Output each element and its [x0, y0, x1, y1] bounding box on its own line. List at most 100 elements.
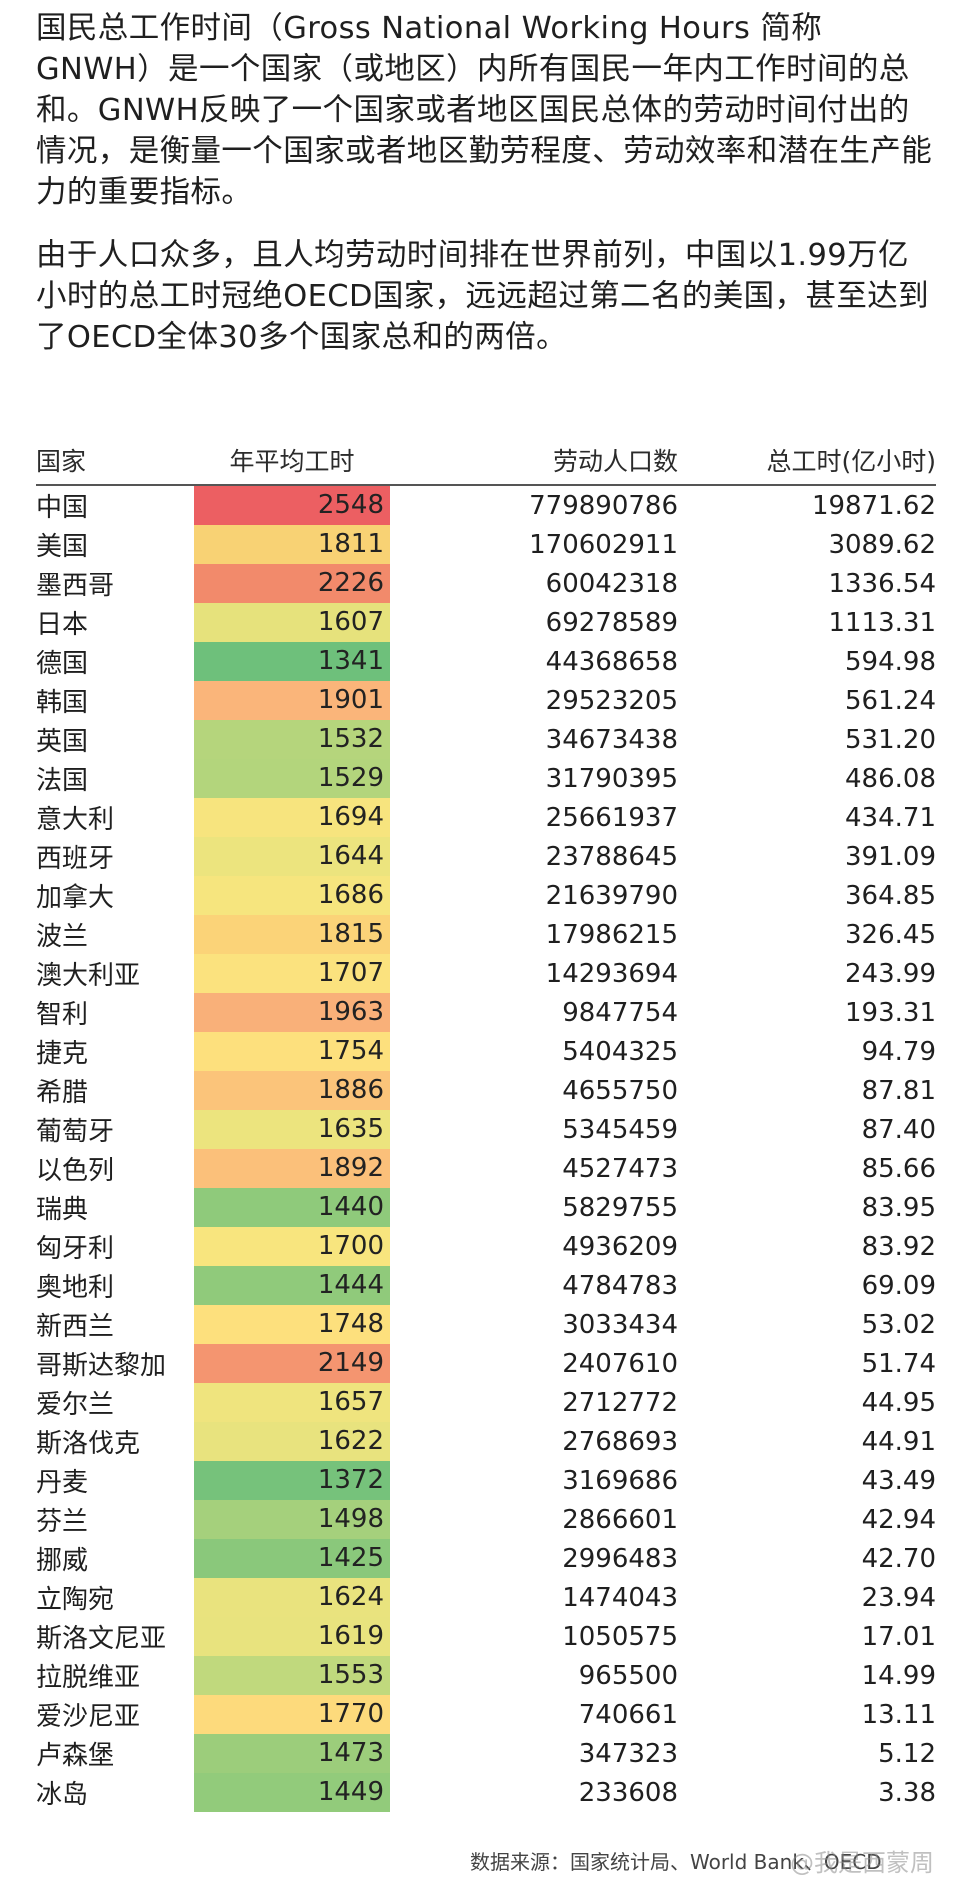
labor-force-cell: 779890786 [529, 490, 678, 521]
total-hours-cell: 23.94 [861, 1582, 936, 1613]
country-cell: 以色列 [36, 1156, 115, 1186]
annual-hours-cell: 1707 [194, 954, 390, 993]
table-row: 立陶宛 1624 1474043 23.94 [36, 1578, 936, 1617]
country-cell: 墨西哥 [36, 571, 115, 601]
total-hours-cell: 44.91 [861, 1426, 936, 1457]
country-cell: 法国 [36, 766, 89, 796]
table-row: 葡萄牙 1635 5345459 87.40 [36, 1110, 936, 1149]
data-source-note: 数据来源：国家统计局、World Bank、OECD [470, 1850, 882, 1874]
watermark: @我是西蒙周 [790, 1849, 934, 1877]
country-cell: 意大利 [36, 805, 115, 835]
total-hours-cell: 42.70 [861, 1543, 936, 1574]
total-hours-cell: 13.11 [861, 1699, 936, 1730]
labor-force-cell: 2712772 [562, 1387, 678, 1418]
country-cell: 斯洛伐克 [36, 1429, 141, 1459]
total-hours-cell: 19871.62 [811, 490, 936, 521]
annual-hours-cell: 1886 [194, 1071, 390, 1110]
annual-hours-cell: 1770 [194, 1695, 390, 1734]
table-row: 芬兰 1498 2866601 42.94 [36, 1500, 936, 1539]
annual-hours-cell: 1440 [194, 1188, 390, 1227]
annual-hours-cell: 1694 [194, 798, 390, 837]
table-row: 斯洛文尼亚 1619 1050575 17.01 [36, 1617, 936, 1656]
total-hours-cell: 364.85 [845, 880, 936, 911]
table-row: 中国 2548 779890786 19871.62 [36, 486, 936, 525]
header-country: 国家 [36, 447, 87, 476]
annual-hours-cell: 1619 [194, 1617, 390, 1656]
total-hours-cell: 53.02 [861, 1309, 936, 1340]
country-cell: 智利 [36, 1000, 89, 1030]
labor-force-cell: 2866601 [562, 1504, 678, 1535]
country-cell: 芬兰 [36, 1507, 89, 1537]
table-row: 以色列 1892 4527473 85.66 [36, 1149, 936, 1188]
work-hours-table: 国家 年平均工时 劳动人口数 总工时(亿小时) 中国 2548 779890786 1… [36, 436, 936, 1812]
annual-hours-cell: 1372 [194, 1461, 390, 1500]
table-row: 英国 1532 34673438 531.20 [36, 720, 936, 759]
labor-force-cell: 1474043 [562, 1582, 678, 1613]
labor-force-cell: 4936209 [562, 1231, 678, 1262]
country-cell: 爱尔兰 [36, 1390, 115, 1420]
country-cell: 日本 [36, 610, 89, 640]
total-hours-cell: 14.99 [861, 1660, 936, 1691]
total-hours-cell: 83.95 [861, 1192, 936, 1223]
table-row: 卢森堡 1473 347323 5.12 [36, 1734, 936, 1773]
intro-paragraph-2: 由于人口众多，且人均劳动时间排在世界前列，中国以1.99万亿小时的总工时冠绝OE… [36, 238, 930, 355]
labor-force-cell: 4527473 [562, 1153, 678, 1184]
labor-force-cell: 9847754 [562, 997, 678, 1028]
annual-hours-cell: 1624 [194, 1578, 390, 1617]
table-row: 拉脱维亚 1553 965500 14.99 [36, 1656, 936, 1695]
table-row: 加拿大 1686 21639790 364.85 [36, 876, 936, 915]
annual-hours-cell: 1754 [194, 1032, 390, 1071]
table-row: 新西兰 1748 3033434 53.02 [36, 1305, 936, 1344]
country-cell: 匈牙利 [36, 1234, 115, 1264]
table-row: 斯洛伐克 1622 2768693 44.91 [36, 1422, 936, 1461]
country-cell: 哥斯达黎加 [36, 1351, 167, 1381]
total-hours-cell: 1336.54 [828, 568, 936, 599]
header-total-hours: 总工时(亿小时) [766, 447, 936, 476]
labor-force-cell: 23788645 [545, 841, 678, 872]
country-cell: 挪威 [36, 1546, 89, 1576]
header-labor-force: 劳动人口数 [552, 447, 678, 476]
intro-paragraph-1: 国民总工作时间（Gross National Working Hours 简称G… [36, 11, 933, 210]
table-row: 丹麦 1372 3169686 43.49 [36, 1461, 936, 1500]
labor-force-cell: 2996483 [562, 1543, 678, 1574]
annual-hours-cell: 1553 [194, 1656, 390, 1695]
table-row: 希腊 1886 4655750 87.81 [36, 1071, 936, 1110]
table-row: 法国 1529 31790395 486.08 [36, 759, 936, 798]
total-hours-cell: 85.66 [861, 1153, 936, 1184]
labor-force-cell: 965500 [578, 1660, 678, 1691]
total-hours-cell: 3.38 [878, 1777, 936, 1808]
labor-force-cell: 4655750 [562, 1075, 678, 1106]
labor-force-cell: 44368658 [545, 646, 678, 677]
labor-force-cell: 5829755 [562, 1192, 678, 1223]
table-row: 意大利 1694 25661937 434.71 [36, 798, 936, 837]
country-cell: 冰岛 [36, 1780, 89, 1810]
labor-force-cell: 60042318 [545, 568, 678, 599]
labor-force-cell: 740661 [578, 1699, 678, 1730]
total-hours-cell: 391.09 [845, 841, 936, 872]
labor-force-cell: 1050575 [562, 1621, 678, 1652]
country-cell: 新西兰 [36, 1312, 115, 1342]
annual-hours-cell: 1529 [194, 759, 390, 798]
total-hours-cell: 87.40 [861, 1114, 936, 1145]
labor-force-cell: 5345459 [562, 1114, 678, 1145]
table-row: 西班牙 1644 23788645 391.09 [36, 837, 936, 876]
country-cell: 立陶宛 [36, 1585, 115, 1615]
labor-force-cell: 14293694 [545, 958, 678, 989]
table-row: 韩国 1901 29523205 561.24 [36, 681, 936, 720]
table-row: 日本 1607 69278589 1113.31 [36, 603, 936, 642]
table-row: 美国 1811 170602911 3089.62 [36, 525, 936, 564]
country-cell: 西班牙 [36, 844, 115, 874]
labor-force-cell: 3033434 [562, 1309, 678, 1340]
table-row: 爱沙尼亚 1770 740661 13.11 [36, 1695, 936, 1734]
country-cell: 美国 [36, 532, 89, 562]
total-hours-cell: 3089.62 [828, 529, 936, 560]
labor-force-cell: 4784783 [562, 1270, 678, 1301]
annual-hours-cell: 2149 [194, 1344, 390, 1383]
annual-hours-cell: 2548 [194, 486, 390, 525]
table-row: 墨西哥 2226 60042318 1336.54 [36, 564, 936, 603]
annual-hours-cell: 1635 [194, 1110, 390, 1149]
annual-hours-cell: 1686 [194, 876, 390, 915]
annual-hours-cell: 1341 [194, 642, 390, 681]
total-hours-cell: 5.12 [878, 1738, 936, 1769]
annual-hours-cell: 1449 [194, 1773, 390, 1812]
